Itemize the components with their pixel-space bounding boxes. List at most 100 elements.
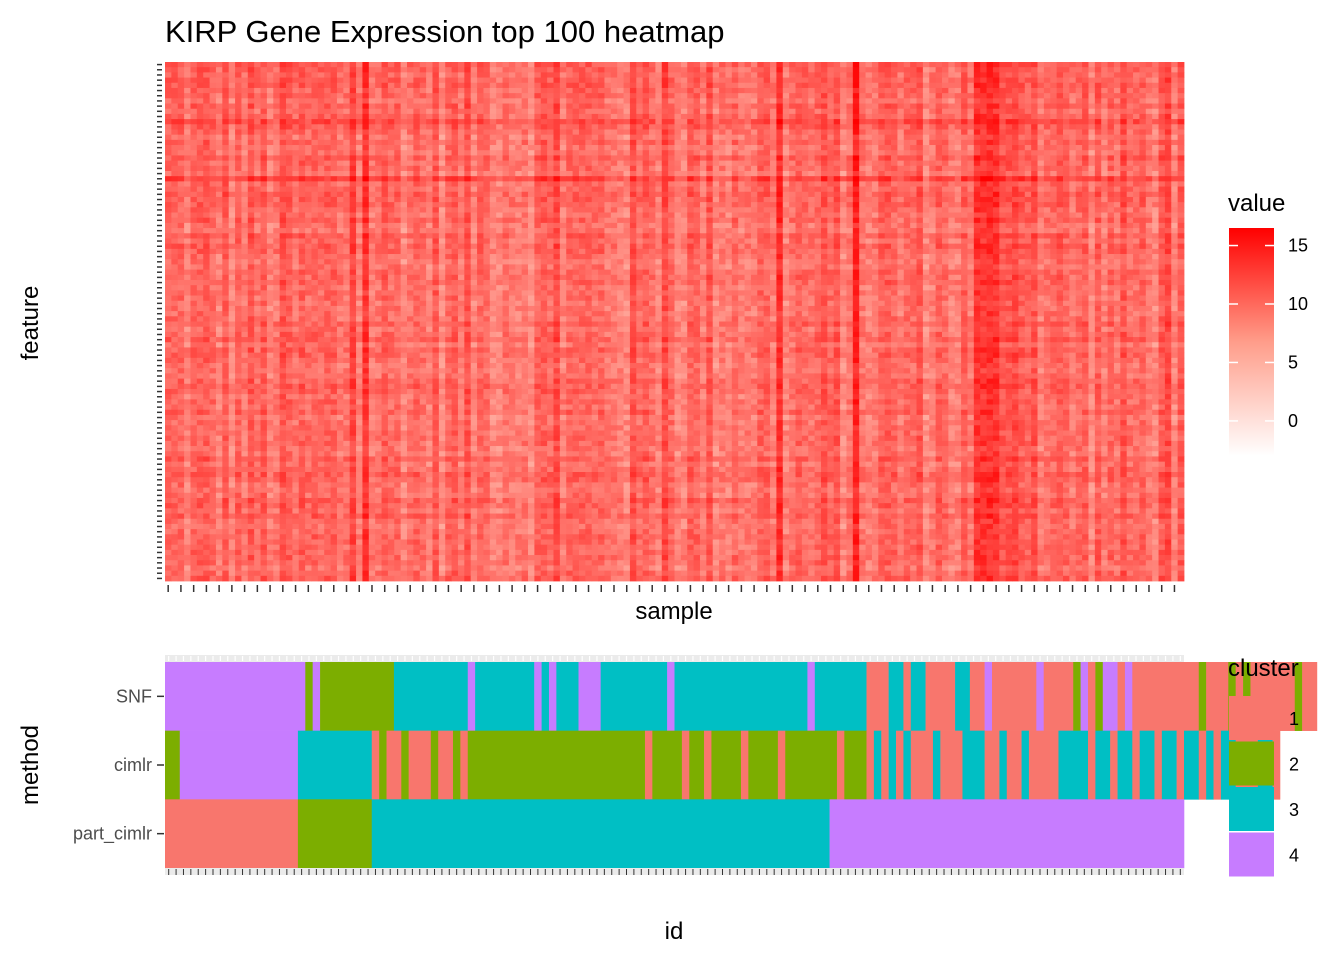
heatmap-cell bbox=[1158, 139, 1166, 146]
heatmap-cell bbox=[1113, 217, 1121, 224]
heatmap-cell bbox=[432, 62, 440, 68]
heatmap-cell bbox=[553, 196, 561, 203]
heatmap-cell bbox=[852, 145, 860, 151]
heatmap-cell bbox=[871, 113, 879, 120]
heatmap-cell bbox=[540, 191, 548, 198]
heatmap-cell bbox=[241, 77, 249, 84]
heatmap-cell bbox=[413, 134, 421, 141]
heatmap-cell bbox=[719, 217, 726, 224]
heatmap-cell bbox=[922, 134, 930, 141]
heatmap-cell bbox=[598, 119, 605, 125]
heatmap-cell bbox=[897, 113, 905, 120]
heatmap-cell bbox=[610, 119, 618, 125]
heatmap-cell bbox=[343, 72, 351, 78]
heatmap-cell bbox=[808, 196, 816, 203]
heatmap-cell bbox=[1043, 134, 1051, 141]
heatmap-cell bbox=[1101, 93, 1108, 99]
heatmap-cell bbox=[910, 212, 917, 219]
heatmap-cell bbox=[674, 93, 682, 99]
heatmap-cell bbox=[1075, 119, 1083, 125]
heatmap-cell bbox=[1177, 98, 1185, 104]
heatmap-cell bbox=[235, 186, 242, 193]
heatmap-cell bbox=[1120, 93, 1128, 99]
heatmap-cell bbox=[808, 202, 816, 208]
heatmap-cell bbox=[1037, 82, 1045, 89]
heatmap-cell bbox=[795, 176, 803, 182]
heatmap-cell bbox=[884, 196, 892, 203]
heatmap-cell bbox=[604, 145, 612, 151]
heatmap-cell bbox=[719, 145, 726, 151]
heatmap-cell bbox=[165, 181, 172, 187]
heatmap-cell bbox=[922, 119, 930, 125]
heatmap-cell bbox=[209, 145, 217, 151]
heatmap-cell bbox=[171, 170, 179, 177]
heatmap-cell bbox=[317, 191, 325, 198]
heatmap-cell bbox=[1043, 150, 1051, 156]
heatmap-cell bbox=[992, 160, 1000, 167]
heatmap-cell bbox=[744, 98, 752, 104]
heatmap-cell bbox=[508, 181, 516, 187]
heatmap-cell bbox=[572, 186, 580, 193]
heatmap-cell bbox=[961, 62, 968, 68]
heatmap-cell bbox=[699, 155, 707, 162]
heatmap-cell bbox=[266, 165, 274, 172]
heatmap-cell bbox=[419, 207, 427, 213]
heatmap-cell bbox=[515, 181, 523, 187]
heatmap-cell bbox=[680, 150, 688, 156]
heatmap-cell bbox=[1018, 134, 1026, 141]
heatmap-cell bbox=[1171, 186, 1179, 193]
heatmap-cell bbox=[750, 150, 758, 156]
heatmap-cell bbox=[1158, 72, 1166, 78]
heatmap-cell bbox=[445, 150, 452, 156]
heatmap-cell bbox=[1088, 103, 1096, 110]
heatmap-cell bbox=[235, 160, 242, 167]
heatmap-cell bbox=[445, 67, 452, 73]
heatmap-cell bbox=[687, 196, 695, 203]
heatmap-cell bbox=[922, 113, 930, 120]
heatmap-cell bbox=[1164, 181, 1172, 187]
heatmap-cell bbox=[871, 67, 879, 73]
heatmap-cell bbox=[776, 202, 784, 208]
heatmap-cell bbox=[566, 113, 573, 120]
heatmap-cell bbox=[165, 191, 172, 198]
heatmap-cell bbox=[215, 77, 223, 84]
heatmap-cell bbox=[432, 82, 440, 89]
heatmap-cell bbox=[362, 87, 370, 94]
heatmap-cell bbox=[254, 103, 261, 110]
heatmap-cell bbox=[215, 176, 223, 182]
heatmap-cell bbox=[394, 93, 402, 99]
heatmap-cell bbox=[515, 191, 523, 198]
heatmap-cell bbox=[897, 67, 905, 73]
heatmap-cell bbox=[483, 181, 491, 187]
heatmap-cell bbox=[948, 217, 956, 224]
heatmap-cell bbox=[1075, 176, 1083, 182]
heatmap-cell bbox=[814, 207, 822, 213]
heatmap-cell bbox=[362, 67, 370, 73]
heatmap-cell bbox=[464, 191, 472, 198]
heatmap-cell bbox=[929, 129, 937, 136]
heatmap-cell bbox=[980, 196, 987, 203]
heatmap-cell bbox=[770, 139, 777, 146]
heatmap-cell bbox=[585, 145, 593, 151]
heatmap-cell bbox=[1082, 108, 1089, 115]
heatmap-cell bbox=[636, 170, 644, 177]
heatmap-cell bbox=[1126, 176, 1134, 182]
heatmap-cell bbox=[865, 191, 873, 198]
heatmap-cell bbox=[496, 134, 503, 141]
heatmap-cell bbox=[738, 129, 745, 136]
heatmap-cell bbox=[457, 145, 465, 151]
heatmap-cell bbox=[235, 72, 242, 78]
heatmap-cell bbox=[1056, 160, 1064, 167]
heatmap-cell bbox=[235, 202, 242, 208]
heatmap-cell bbox=[973, 72, 981, 78]
heatmap-cell bbox=[1133, 170, 1140, 177]
heatmap-cell bbox=[1012, 186, 1019, 193]
heatmap-cell bbox=[941, 124, 949, 130]
heatmap-cell bbox=[190, 202, 198, 208]
heatmap-cell bbox=[725, 207, 733, 213]
heatmap-cell bbox=[184, 217, 191, 224]
heatmap-cell bbox=[954, 108, 962, 115]
heatmap-cell bbox=[1177, 165, 1185, 172]
heatmap-cell bbox=[1152, 103, 1159, 110]
heatmap-cell bbox=[1069, 93, 1077, 99]
